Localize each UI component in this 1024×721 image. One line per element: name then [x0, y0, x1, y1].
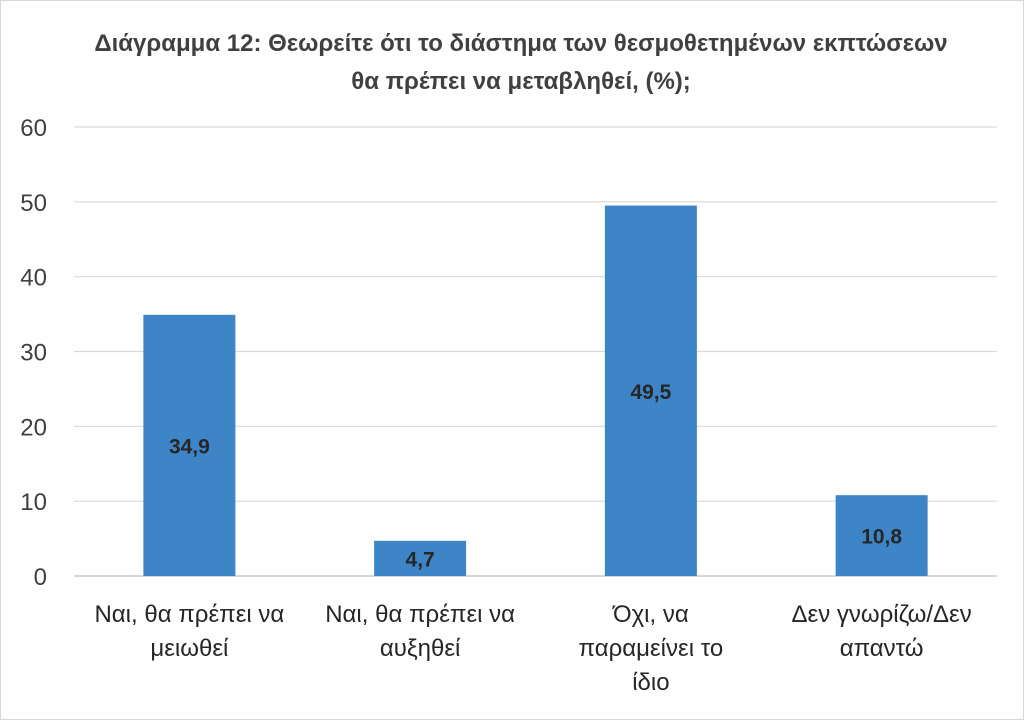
x-tick-label: Όχι, να παραμείνει το ίδιο	[579, 601, 724, 696]
y-tick-label: 10	[20, 489, 47, 516]
x-tick-label: Ναι, θα πρέπει να αυξηθεί	[325, 601, 515, 662]
data-label: 49,5	[630, 381, 671, 404]
x-tick-label-line: Ναι, θα πρέπει να	[94, 601, 284, 628]
x-tick-label-line: Δεν γνωρίζω/Δεν	[792, 601, 972, 628]
x-tick-label-line: Όχι, να	[612, 601, 689, 628]
y-tick-label: 40	[20, 265, 47, 292]
y-tick-label: 50	[20, 190, 47, 217]
data-label: 10,8	[861, 526, 902, 549]
bar	[835, 495, 928, 576]
x-tick-label-line: αυξηθεί	[380, 635, 461, 662]
y-tick-label: 30	[20, 340, 47, 367]
y-tick-label: 60	[20, 115, 47, 142]
x-tick-label-line: μειωθεί	[150, 635, 229, 662]
y-tick-label: 20	[20, 414, 47, 441]
y-tick-label: 0	[34, 564, 47, 591]
data-label: 4,7	[406, 548, 435, 571]
x-tick-label: Ναι, θα πρέπει να μειωθεί	[94, 601, 284, 662]
data-label: 34,9	[169, 435, 210, 458]
bar	[604, 205, 697, 576]
x-tick-label-line: παραμείνει το	[579, 635, 724, 662]
bar	[374, 540, 467, 576]
x-tick-label-line: Ναι, θα πρέπει να	[325, 601, 515, 628]
x-tick-label-line: απαντώ	[840, 635, 924, 662]
x-tick-label: Δεν γνωρίζω/Δεν απαντώ	[792, 601, 972, 662]
x-tick-label-line: ίδιο	[632, 669, 669, 696]
bar	[143, 314, 236, 576]
chart-title: Διάγραμμα 12: Θεωρείτε ότι το διάστημα τ…	[94, 30, 948, 95]
